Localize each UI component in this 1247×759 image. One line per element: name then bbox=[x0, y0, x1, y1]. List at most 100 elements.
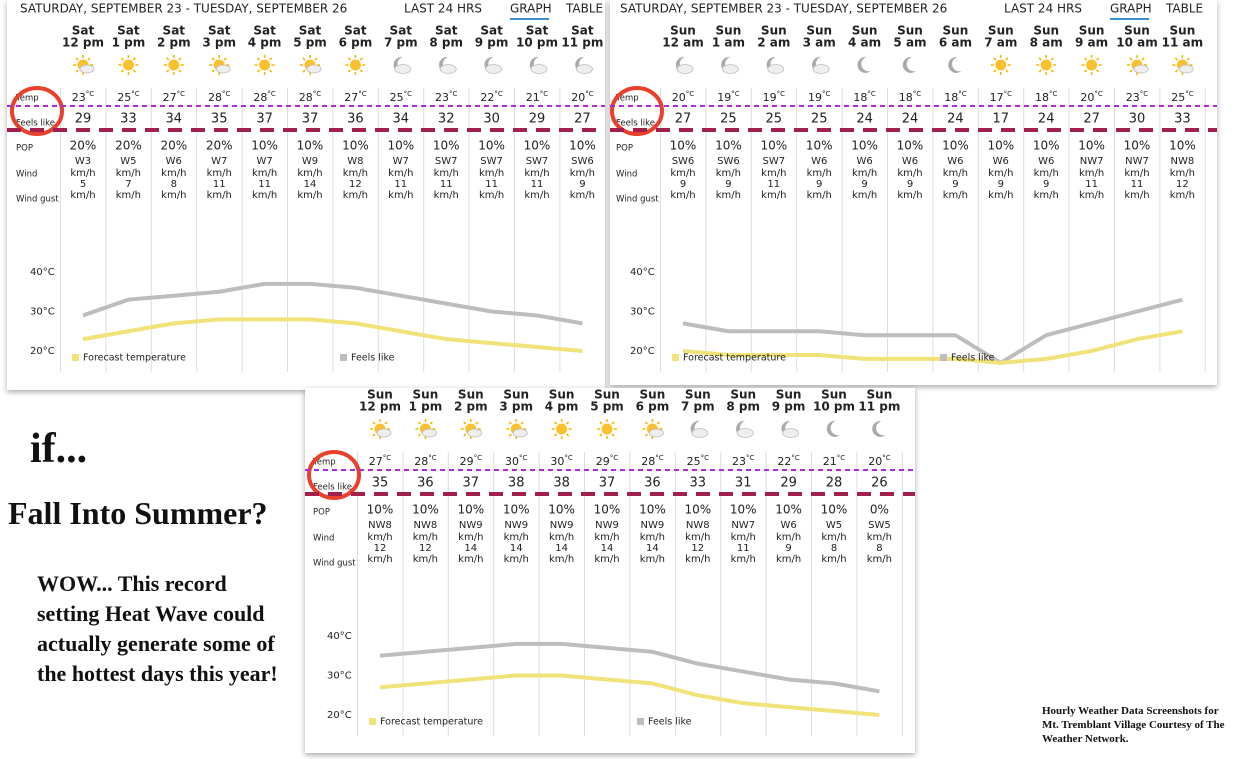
gust-unit: km/h bbox=[594, 554, 619, 565]
sun bbox=[995, 59, 1007, 71]
hour-day: Sat bbox=[571, 24, 594, 38]
temp-unit: °C bbox=[519, 454, 528, 462]
sun-ray bbox=[463, 433, 467, 437]
hour-day: Sun bbox=[1079, 24, 1105, 38]
pop: 10% bbox=[367, 503, 394, 517]
hour-day: Sun bbox=[821, 388, 847, 402]
feels-like: 31 bbox=[735, 476, 752, 491]
cloud bbox=[376, 428, 392, 438]
hour-day: Sun bbox=[716, 24, 742, 38]
hour-day: Sat bbox=[117, 24, 140, 38]
y-tick-label: 30°C bbox=[30, 307, 55, 318]
pop: 10% bbox=[457, 503, 484, 517]
row-label: Feels like bbox=[313, 483, 352, 493]
gust: 12 bbox=[374, 543, 387, 554]
wind: W9 bbox=[302, 156, 318, 167]
gust: 11 bbox=[258, 179, 271, 190]
sun-ray bbox=[1186, 57, 1191, 61]
temp-unit: °C bbox=[585, 90, 594, 98]
tab[interactable]: TABLE bbox=[565, 2, 603, 16]
sun-ray bbox=[644, 421, 648, 425]
cloud bbox=[512, 428, 528, 438]
wind-unit: km/h bbox=[458, 532, 483, 543]
wind: W6 bbox=[856, 156, 872, 167]
pop: 10% bbox=[942, 139, 969, 153]
gust: 9 bbox=[1043, 179, 1049, 190]
pop: 10% bbox=[987, 139, 1014, 153]
legend-swatch bbox=[672, 354, 679, 361]
tab[interactable]: GRAPH bbox=[510, 2, 552, 16]
hour-time: 1 pm bbox=[409, 400, 443, 414]
gust: 12 bbox=[691, 543, 704, 554]
sun-ray bbox=[347, 69, 351, 73]
temp: 27°C bbox=[344, 90, 367, 104]
temp: 22°C bbox=[480, 90, 503, 104]
gust: 12 bbox=[349, 179, 362, 190]
row-label: Wind gust bbox=[16, 195, 59, 205]
pop: 10% bbox=[670, 139, 697, 153]
cloud bbox=[215, 64, 231, 74]
sun bbox=[349, 59, 361, 71]
gust-unit: km/h bbox=[716, 190, 741, 201]
temp-value: 28 bbox=[253, 91, 267, 104]
tab[interactable]: LAST 24 HRS bbox=[404, 2, 482, 16]
hour-day: Sat bbox=[344, 24, 367, 38]
tab[interactable]: LAST 24 HRS bbox=[1004, 2, 1082, 16]
pop: 10% bbox=[412, 503, 439, 517]
wind-unit: km/h bbox=[1034, 168, 1059, 179]
hour-day: Sat bbox=[390, 24, 413, 38]
pop: 10% bbox=[1078, 139, 1105, 153]
gust: 5 bbox=[80, 179, 86, 190]
temp-value: 18 bbox=[1035, 91, 1049, 104]
temp: 23°C bbox=[732, 454, 755, 468]
temp: 27°C bbox=[163, 90, 186, 104]
moon bbox=[948, 56, 962, 73]
gust: 9 bbox=[816, 179, 822, 190]
temp-unit: °C bbox=[313, 90, 322, 98]
cloud bbox=[691, 428, 709, 438]
hour-time: 8 am bbox=[1030, 36, 1063, 50]
pop: 10% bbox=[639, 503, 666, 517]
gust-unit: km/h bbox=[776, 554, 801, 565]
tab[interactable]: GRAPH bbox=[1110, 2, 1152, 16]
tab[interactable]: TABLE bbox=[1165, 2, 1203, 16]
gust: 14 bbox=[646, 543, 659, 554]
hour-day: Sat bbox=[299, 24, 322, 38]
gust-unit: km/h bbox=[1079, 190, 1104, 201]
hour-time: 1 am bbox=[712, 36, 745, 50]
temp: 20°C bbox=[1080, 90, 1103, 104]
wind-unit: km/h bbox=[479, 168, 504, 179]
wind-unit: km/h bbox=[434, 168, 459, 179]
pop: 10% bbox=[251, 139, 278, 153]
gust: 7 bbox=[125, 179, 131, 190]
temp-value: 19 bbox=[717, 91, 731, 104]
legend-swatch bbox=[340, 354, 347, 361]
cloud bbox=[306, 64, 322, 74]
pop: 10% bbox=[297, 139, 324, 153]
sun-ray bbox=[993, 69, 997, 73]
temp-unit: °C bbox=[1049, 90, 1058, 98]
row-label: Wind bbox=[16, 170, 37, 180]
gust-unit: km/h bbox=[988, 190, 1013, 201]
sun-ray bbox=[1038, 69, 1042, 73]
wind: W7 bbox=[256, 156, 272, 167]
hour-time: 12 am bbox=[662, 36, 703, 50]
wind: SW7 bbox=[762, 156, 785, 167]
temp-value: 20 bbox=[672, 91, 686, 104]
gust: 11 bbox=[440, 179, 453, 190]
row-label: Wind bbox=[616, 170, 637, 180]
temp-unit: °C bbox=[428, 454, 437, 462]
wind: W6 bbox=[993, 156, 1009, 167]
wind-unit: km/h bbox=[161, 168, 186, 179]
hour-time: 10 pm bbox=[516, 36, 558, 50]
sun-ray bbox=[599, 433, 603, 437]
wind-unit: km/h bbox=[640, 532, 665, 543]
gust-unit: km/h bbox=[343, 190, 368, 201]
wind: W5 bbox=[120, 156, 136, 167]
temp-value: 25 bbox=[390, 91, 404, 104]
sun bbox=[556, 423, 568, 435]
feels-like: 25 bbox=[811, 112, 828, 127]
gust: 9 bbox=[907, 179, 913, 190]
feels-like: 25 bbox=[766, 112, 783, 127]
gust: 9 bbox=[680, 179, 686, 190]
